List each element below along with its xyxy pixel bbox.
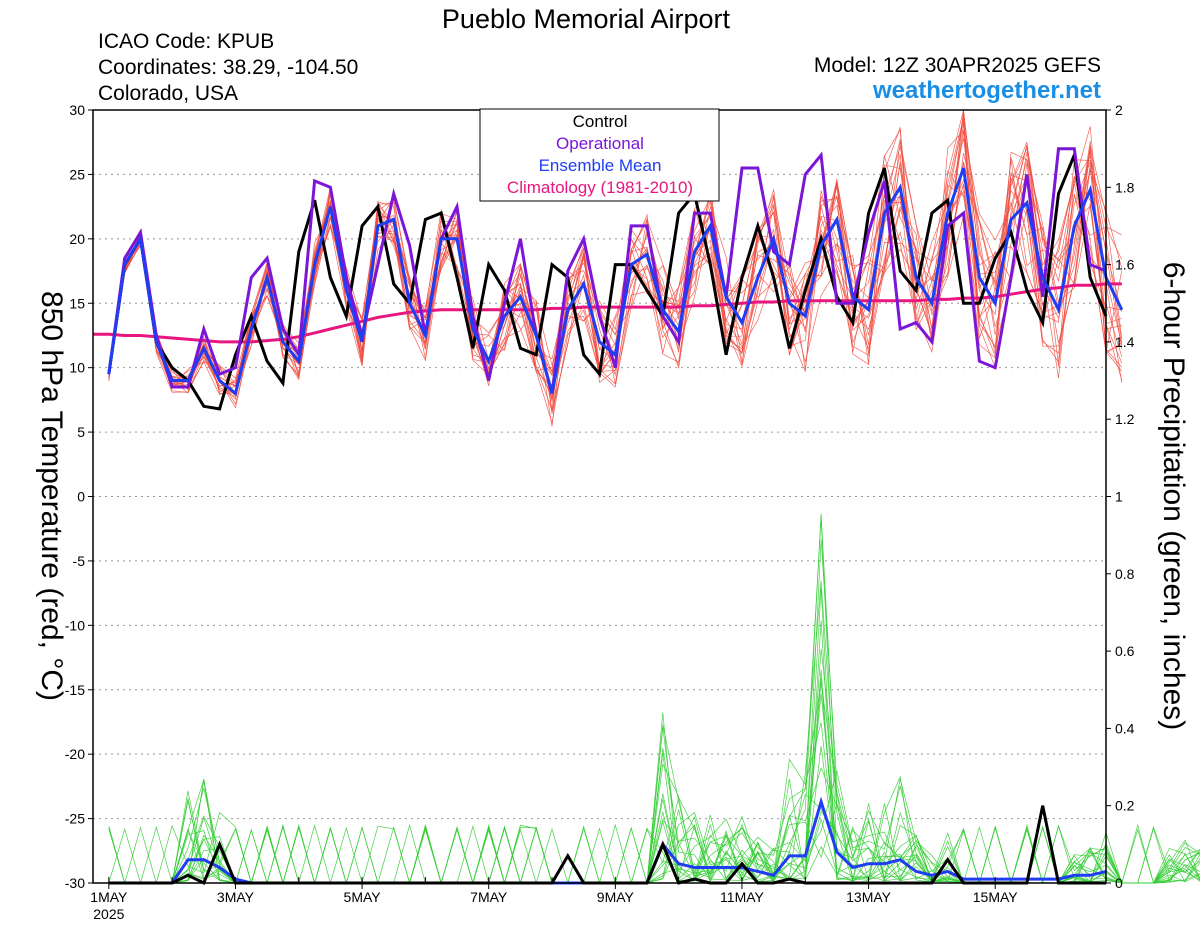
x-tick-label: 9MAY — [597, 889, 635, 905]
precip-member-line — [108, 752, 1200, 884]
y2-tick-label: 1 — [1115, 489, 1123, 505]
y-tick-label: -25 — [65, 811, 85, 827]
y-tick-label: -20 — [65, 746, 85, 762]
legend-entry-ensemble_mean: Ensemble Mean — [539, 156, 662, 175]
y-axis-title: 850 hPa Temperature (red, °C) — [35, 291, 68, 701]
legend-entry-control: Control — [573, 112, 628, 131]
y2-tick-label: 1.4 — [1115, 334, 1135, 350]
legend-entry-climatology: Climatology (1981-2010) — [507, 178, 693, 197]
y2-tick-label: 2 — [1115, 102, 1123, 118]
y-tick-label: -30 — [65, 875, 85, 891]
chart-title: Pueblo Memorial Airport — [442, 4, 731, 34]
temp-ensemble-mean-line — [107, 167, 1124, 397]
y2-tick-label: 1.8 — [1115, 179, 1135, 195]
site-link[interactable]: weathertogether.net — [872, 77, 1101, 104]
y-tick-label: 5 — [77, 424, 85, 440]
y2-tick-label: 0.6 — [1115, 643, 1135, 659]
y2-tick-label: 0.4 — [1115, 720, 1135, 736]
right-axis-ticks: 2 1.8 1.6 1.4 1.2 1 0.8 0.6 0.4 0.2 0 — [1106, 102, 1135, 891]
legend-entry-operational: Operational — [556, 134, 644, 153]
x-tick-label: 11MAY — [720, 889, 764, 905]
y-tick-label: 10 — [69, 360, 85, 376]
y-tick-label: 15 — [69, 295, 85, 311]
temp-control-line — [107, 149, 1108, 411]
legend: Control Operational Ensemble Mean Climatolo… — [479, 108, 720, 202]
coordinates: Coordinates: 38.29, -104.50 — [98, 56, 358, 79]
y2-tick-label: 0.2 — [1115, 798, 1135, 814]
temp-operational-line — [107, 147, 1107, 394]
x-tick-label: 7MAY — [470, 889, 508, 905]
x-tick-label: 13MAY — [846, 889, 892, 905]
y2-tick-label: 0 — [1115, 875, 1123, 891]
model-run: Model: 12Z 30APR2025 GEFS — [814, 54, 1101, 77]
y2-tick-label: 0.8 — [1115, 566, 1135, 582]
x-tick-label: 3MAY — [217, 889, 255, 905]
y-tick-label: 20 — [69, 231, 85, 247]
y-tick-label: 30 — [69, 102, 85, 118]
y2-axis-title: 6-hour Precipitation (green, inches) — [1157, 262, 1190, 731]
y-tick-label: -5 — [73, 553, 86, 569]
gridlines — [93, 173, 1106, 820]
y-tick-label: 25 — [69, 166, 85, 182]
icao-code: ICAO Code: KPUB — [98, 30, 274, 53]
y-tick-label: -15 — [65, 682, 85, 698]
x-tick-label: 5MAY — [344, 889, 382, 905]
y2-tick-label: 1.2 — [1115, 411, 1135, 427]
y2-tick-label: 1.6 — [1115, 257, 1135, 273]
y-tick-label: 0 — [77, 489, 85, 505]
climatology-line — [93, 282, 1122, 344]
x-tick-sublabel: 2025 — [93, 906, 124, 922]
legend-box — [479, 108, 720, 202]
precip-member-line — [108, 678, 1200, 885]
y-tick-label: -10 — [65, 617, 85, 633]
plot-area — [92, 109, 1200, 886]
region: Colorado, USA — [98, 82, 238, 105]
x-tick-label: 1MAY — [90, 889, 128, 905]
left-axis-ticks: 30 25 20 15 10 5 0 -5 -10 -15 -20 -25 -30 — [65, 102, 93, 891]
x-tick-label: 15MAY — [973, 889, 1019, 905]
